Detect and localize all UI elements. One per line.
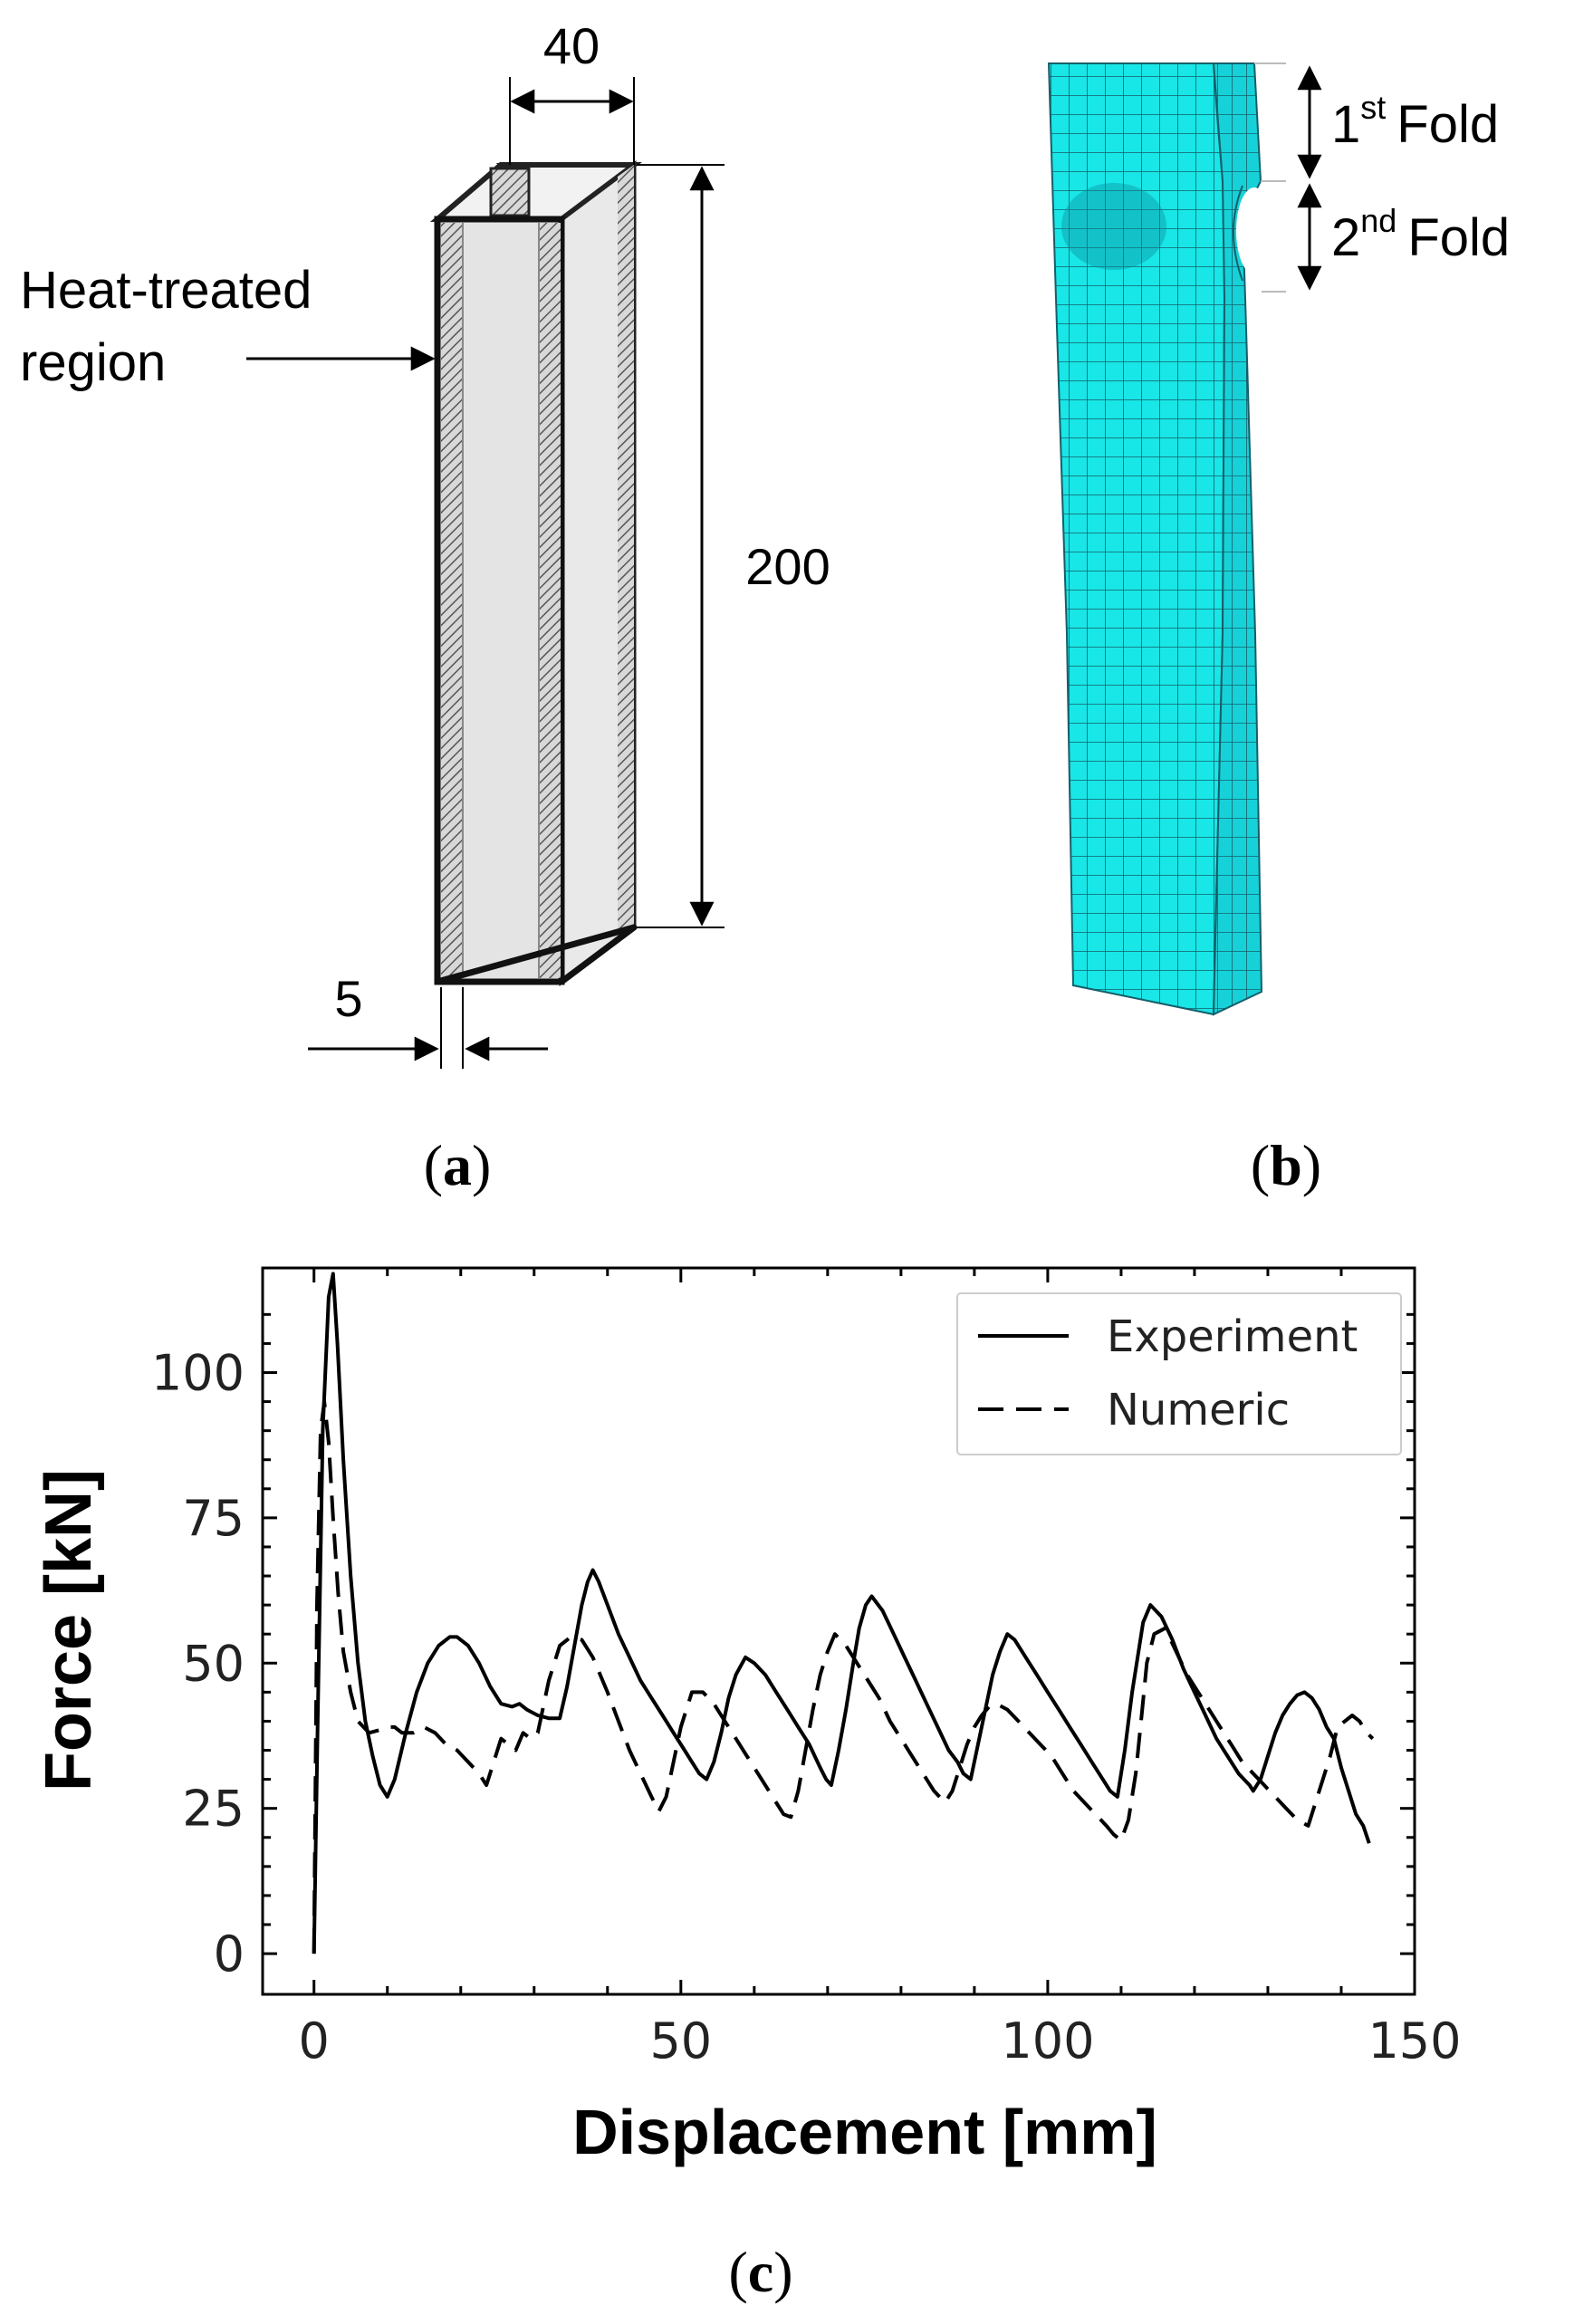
force-displacement-chart: 0 50 100 150 0 25 50 75 100 Experiment Numeric D… [33,1266,1462,2167]
x-tick-label: 150 [1368,2012,1461,2070]
y-tick-label: 75 [182,1490,245,1547]
x-axis-label: Displacement [mm] [572,2097,1157,2167]
dimension-width-label: 40 [543,17,600,74]
y-tick-label: 100 [151,1344,245,1401]
tube-top-hatch [489,167,531,217]
x-tick-label: 0 [299,2012,330,2070]
dimension-height-label: 200 [745,538,830,595]
caption-a: (a) [424,1133,492,1197]
region-label-line2: region [20,333,166,392]
right-face-hatch-strip [618,165,634,939]
caption-c: (c) [728,2240,792,2304]
front-left-hatch-strip [441,223,463,978]
region-label-line1: Heat-treated [20,261,312,320]
series-line-experiment [312,1272,1371,1954]
mesh-side-face [1212,62,1263,1016]
caption-b: (b) [1251,1133,1321,1197]
second-fold-bulge [1236,187,1272,274]
legend-label-experiment: Experiment [1107,1311,1358,1362]
y-axis-label: Force [kN] [33,1469,105,1791]
chart-legend: Experiment Numeric [956,1292,1402,1455]
dimension-thickness-label: 5 [334,970,362,1027]
x-tick-label: 100 [1001,2012,1094,2070]
panel-a-drawing: 40 200 5 Heat-treated region [20,17,830,1069]
legend-label-numeric: Numeric [1107,1385,1290,1436]
panel-b-mesh-model: 1st Fold 2nd Fold [1047,62,1510,1016]
series-line-numeric [312,1399,1375,1954]
second-fold-label: 2nd Fold [1331,202,1510,267]
first-fold-bulge [1061,183,1166,270]
y-tick-label: 25 [182,1781,245,1838]
y-tick-label: 0 [214,1925,245,1983]
legend-box [956,1292,1402,1455]
y-tick-label: 50 [182,1635,245,1692]
front-right-hatch-strip [539,223,561,978]
x-tick-label: 50 [649,2012,712,2070]
first-fold-label: 1st Fold [1331,89,1499,154]
